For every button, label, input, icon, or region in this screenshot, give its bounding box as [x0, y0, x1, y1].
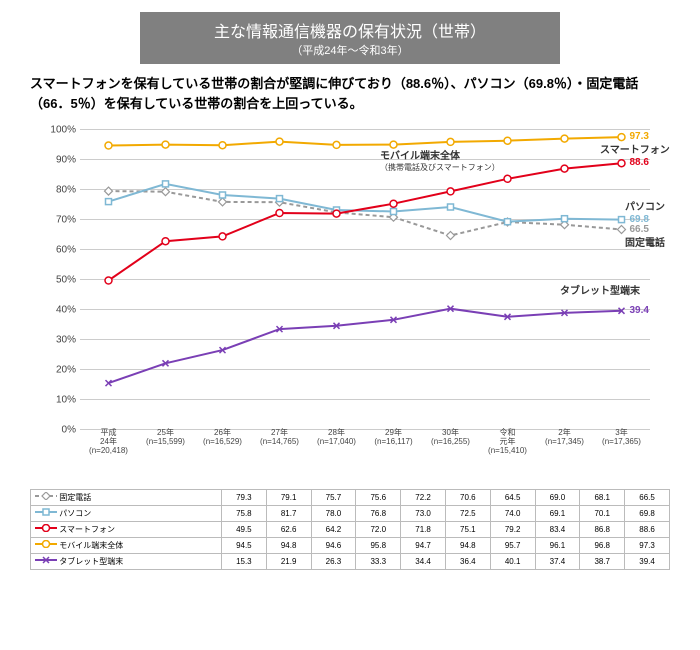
table-cell: 75.8: [221, 506, 266, 522]
table-cell: 38.7: [580, 554, 625, 570]
table-row-header: タブレット型端末: [31, 554, 222, 570]
table-cell: 74.0: [490, 506, 535, 522]
table-cell: 34.4: [401, 554, 446, 570]
table-cell: 40.1: [490, 554, 535, 570]
x-tick-label: 令和元年(n=15,410): [488, 429, 527, 455]
x-tick-label: 2年(n=17,345): [545, 429, 584, 447]
data-table: 固定電話79.379.175.775.672.270.664.569.068.1…: [30, 489, 670, 570]
table-cell: 15.3: [221, 554, 266, 570]
table-cell: 94.5: [221, 538, 266, 554]
table-cell: 62.6: [266, 522, 311, 538]
y-tick-label: 10%: [56, 395, 80, 406]
table-cell: 70.6: [445, 490, 490, 506]
table-cell: 83.4: [535, 522, 580, 538]
title-sub: （平成24年～令和3年）: [150, 42, 550, 58]
series-annot-fixed_phone: 固定電話: [625, 234, 665, 249]
x-tick-label: 3年(n=17,365): [602, 429, 641, 447]
table-row-header: 固定電話: [31, 490, 222, 506]
series-line-tablet: [109, 309, 622, 383]
table-cell: 79.2: [490, 522, 535, 538]
summary-text: スマートフォンを保有している世帯の割合が堅調に伸びており（88.6％）、パソコン…: [30, 74, 670, 113]
end-value-pc: 69.8: [630, 214, 649, 225]
y-tick-label: 50%: [56, 275, 80, 286]
y-tick-label: 20%: [56, 365, 80, 376]
table-cell: 94.8: [266, 538, 311, 554]
table-cell: 70.1: [580, 506, 625, 522]
table-cell: 78.0: [311, 506, 356, 522]
table-cell: 49.5: [221, 522, 266, 538]
table-cell: 64.2: [311, 522, 356, 538]
table-row-header: スマートフォン: [31, 522, 222, 538]
x-tick-label: 29年(n=16,117): [374, 429, 412, 447]
table-cell: 72.0: [356, 522, 401, 538]
table-row-header: モバイル端末全体: [31, 538, 222, 554]
table-cell: 72.2: [401, 490, 446, 506]
series-annot-smartphone: スマートフォン: [600, 141, 670, 156]
table-cell: 94.8: [445, 538, 490, 554]
table-cell: 95.8: [356, 538, 401, 554]
table-cell: 26.3: [311, 554, 356, 570]
y-tick-label: 100%: [50, 125, 80, 136]
table-cell: 75.1: [445, 522, 490, 538]
x-tick-label: 平成24年(n=20,418): [89, 429, 128, 455]
x-tick-label: 25年(n=15,599): [146, 429, 185, 447]
table-cell: 72.5: [445, 506, 490, 522]
table-cell: 86.8: [580, 522, 625, 538]
series-annot-mobile_all: モバイル端末全体（携帯電話及びスマートフォン）: [380, 147, 500, 173]
table-row-header: パソコン: [31, 506, 222, 522]
y-tick-label: 80%: [56, 185, 80, 196]
end-value-tablet: 39.4: [630, 305, 649, 316]
x-tick-label: 30年(n=16,255): [431, 429, 470, 447]
table-cell: 21.9: [266, 554, 311, 570]
end-value-fixed_phone: 66.5: [630, 224, 649, 235]
table-cell: 66.5: [625, 490, 670, 506]
table-cell: 73.0: [401, 506, 446, 522]
title-main: 主な情報通信機器の保有状況（世帯）: [150, 18, 550, 42]
table-cell: 76.8: [356, 506, 401, 522]
y-tick-label: 90%: [56, 155, 80, 166]
table-cell: 75.7: [311, 490, 356, 506]
table-cell: 79.3: [221, 490, 266, 506]
table-cell: 39.4: [625, 554, 670, 570]
series-line-mobile_all: [109, 137, 622, 145]
x-tick-label: 27年(n=14,765): [260, 429, 299, 447]
y-tick-label: 70%: [56, 215, 80, 226]
table-cell: 71.8: [401, 522, 446, 538]
series-annot-tablet: タブレット型端末: [560, 282, 640, 297]
end-value-smartphone: 88.6: [630, 157, 649, 168]
title-box: 主な情報通信機器の保有状況（世帯） （平成24年～令和3年）: [140, 12, 560, 64]
y-tick-label: 40%: [56, 305, 80, 316]
x-tick-label: 26年(n=16,529): [203, 429, 242, 447]
table-cell: 69.1: [535, 506, 580, 522]
table-cell: 88.6: [625, 522, 670, 538]
series-annot-pc: パソコン: [625, 198, 665, 213]
table-cell: 36.4: [445, 554, 490, 570]
table-cell: 64.5: [490, 490, 535, 506]
table-cell: 69.0: [535, 490, 580, 506]
series-line-smartphone: [109, 163, 622, 280]
table-cell: 96.8: [580, 538, 625, 554]
y-tick-label: 0%: [62, 425, 80, 436]
table-cell: 81.7: [266, 506, 311, 522]
table-cell: 97.3: [625, 538, 670, 554]
table-cell: 75.6: [356, 490, 401, 506]
y-tick-label: 60%: [56, 245, 80, 256]
table-cell: 96.1: [535, 538, 580, 554]
table-cell: 69.8: [625, 506, 670, 522]
y-tick-label: 30%: [56, 335, 80, 346]
table-cell: 95.7: [490, 538, 535, 554]
series-line-fixed_phone: [109, 191, 622, 235]
end-value-mobile_all: 97.3: [630, 131, 649, 142]
line-chart: 0% 10% 20% 30% 40% 50% 60% 70% 80% 90% 100% 固定電話66.…: [30, 119, 670, 489]
table-cell: 68.1: [580, 490, 625, 506]
table-cell: 94.7: [401, 538, 446, 554]
series-line-pc: [109, 184, 622, 222]
x-tick-label: 28年(n=17,040): [317, 429, 356, 447]
table-cell: 79.1: [266, 490, 311, 506]
table-cell: 94.6: [311, 538, 356, 554]
table-cell: 37.4: [535, 554, 580, 570]
table-cell: 33.3: [356, 554, 401, 570]
